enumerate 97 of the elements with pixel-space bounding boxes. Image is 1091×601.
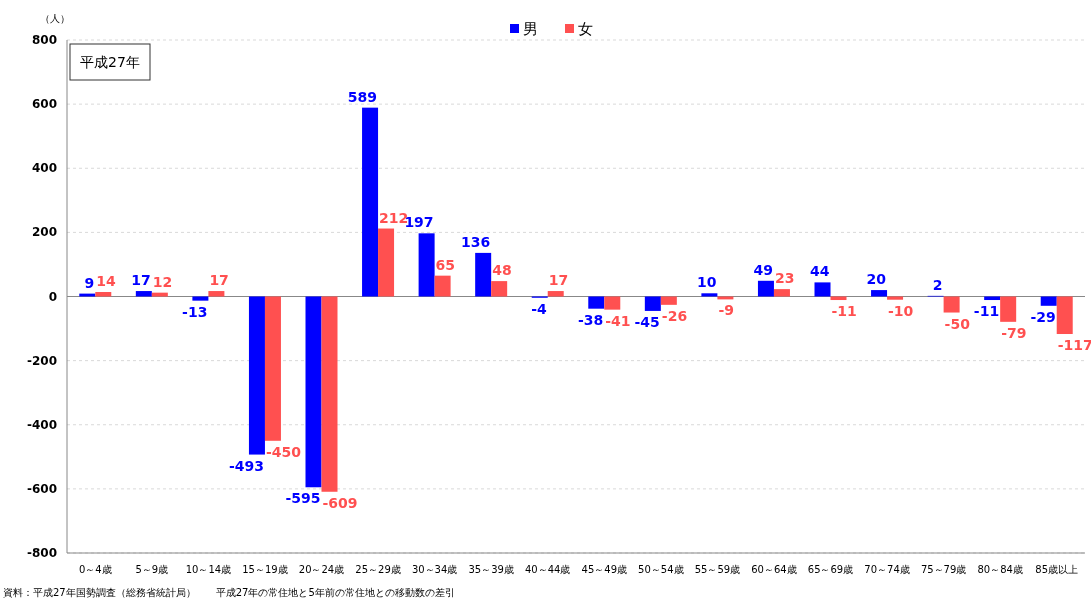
- bar: [814, 282, 831, 297]
- bar: [1056, 296, 1073, 335]
- data-label: -450: [265, 443, 302, 460]
- data-label: 12: [152, 273, 173, 290]
- bar: [701, 293, 718, 297]
- data-label: 9: [84, 274, 95, 291]
- x-tick-label: 65～69歳: [807, 564, 854, 575]
- x-tick-label: 20～24歳: [298, 564, 345, 575]
- x-tick-label: 85歳以上: [1035, 564, 1079, 575]
- text: 資料：平成27年国勢調査（総務省統計局） 平成27年の常住地と5年前の常住地との移動数の差引: [3, 587, 455, 598]
- y-tick-label: 600: [31, 97, 57, 112]
- bar: [644, 296, 661, 311]
- data-label: -595: [285, 490, 321, 507]
- data-label: 20: [866, 271, 887, 288]
- bar: [151, 292, 168, 297]
- data-label: 17: [131, 272, 151, 289]
- bar: [264, 296, 281, 441]
- x-tick-label: 45～49歳: [581, 564, 627, 575]
- y-tick-label: 200: [31, 225, 57, 240]
- data-label: -38: [577, 311, 604, 328]
- y-tick-label: 800: [31, 33, 57, 47]
- data-label: 65: [435, 256, 456, 273]
- data-label: -4: [531, 300, 547, 317]
- data-label: 23: [774, 270, 795, 287]
- data-label: -11: [831, 303, 857, 320]
- bar: [305, 296, 322, 488]
- bar: [79, 293, 96, 297]
- data-label: -41: [605, 312, 631, 329]
- data-label: 10: [696, 274, 717, 291]
- bar: [757, 280, 774, 297]
- x-tick-label: 0～4歳: [78, 564, 112, 575]
- data-label: -45: [634, 313, 660, 330]
- bar: [491, 281, 508, 297]
- y-tick-label: 0: [48, 289, 57, 304]
- data-label: 44: [810, 263, 830, 280]
- data-label: 589: [347, 88, 378, 105]
- x-tick-label: 70～74歳: [864, 564, 910, 575]
- y-tick-label: -200: [26, 353, 57, 368]
- bar: [943, 296, 960, 313]
- data-label: -26: [661, 307, 688, 324]
- data-label: 17: [548, 272, 569, 289]
- data-label: 49: [753, 261, 773, 278]
- x-tick-label: 30～34歳: [411, 564, 458, 575]
- x-tick-label: 25～29歳: [355, 564, 401, 575]
- bar: [418, 233, 435, 297]
- bar: [547, 291, 564, 297]
- bar: [871, 290, 888, 297]
- y-tick-label: -400: [26, 417, 57, 432]
- bar: [475, 252, 492, 297]
- x-tick-label: 10～14歳: [185, 564, 232, 575]
- data-label: -29: [1030, 308, 1056, 325]
- data-label: -609: [322, 494, 358, 511]
- x-tick-label: 55～59歳: [694, 564, 741, 575]
- data-label: 14: [96, 273, 117, 290]
- bar: [378, 228, 395, 297]
- x-tick-label: 5～9歳: [135, 564, 169, 575]
- bar: [95, 292, 112, 297]
- x-tick-label: 60～64歳: [751, 564, 797, 575]
- x-tick-label: 50～54歳: [638, 564, 684, 575]
- bar: [434, 275, 451, 297]
- bar: [604, 296, 621, 310]
- x-tick-label: 75～79歳: [920, 564, 967, 575]
- data-label: -10: [888, 302, 914, 319]
- x-tick-label: 35～39歳: [468, 564, 514, 575]
- data-label: -493: [228, 457, 264, 474]
- bar: [362, 107, 379, 297]
- data-label: -11: [973, 303, 1000, 320]
- bar: [321, 296, 338, 492]
- text: 平成27年: [80, 54, 140, 70]
- data-label: -117: [1057, 337, 1091, 354]
- x-tick-label: 80～84歳: [977, 564, 1023, 575]
- bar: [192, 296, 209, 301]
- x-tick-label: 40～44歳: [525, 564, 571, 575]
- y-tick-label: 400: [31, 161, 57, 176]
- data-label: -9: [718, 302, 734, 319]
- bar: [248, 296, 265, 455]
- legend-label: 男: [523, 20, 538, 38]
- y-tick-label: -600: [26, 481, 57, 496]
- data-label: 136: [460, 233, 491, 250]
- data-label: -50: [944, 315, 971, 332]
- data-label: -79: [1001, 324, 1027, 341]
- x-tick-label: 15～19歳: [242, 564, 288, 575]
- bar: [1000, 296, 1017, 322]
- data-label: 48: [492, 262, 512, 279]
- bar: [1040, 296, 1057, 306]
- bar: [887, 296, 904, 300]
- bar: [588, 296, 605, 309]
- y-axis-title: （人）: [40, 13, 70, 24]
- data-label: -13: [182, 303, 208, 320]
- bar: [135, 291, 152, 297]
- legend-label: 女: [578, 20, 593, 38]
- bar: [208, 291, 225, 297]
- bar: [660, 296, 677, 305]
- bar: [773, 289, 790, 297]
- y-tick-label: -800: [26, 546, 57, 560]
- data-label: 2: [932, 276, 943, 293]
- data-label: 17: [209, 272, 229, 289]
